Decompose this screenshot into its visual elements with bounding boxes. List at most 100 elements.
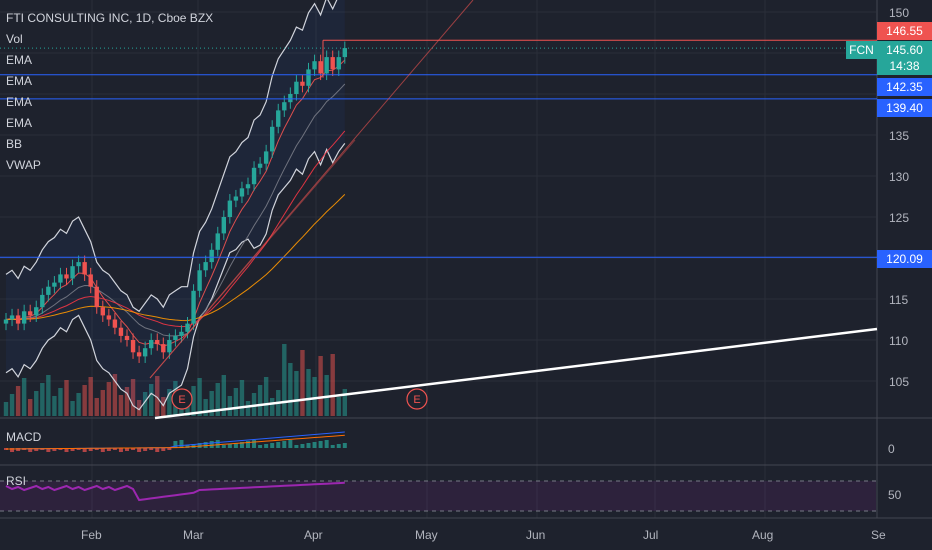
macd-histogram-bar (294, 445, 299, 448)
macd-histogram-bar (300, 444, 305, 448)
high-price-tag: 146.55 (877, 22, 932, 40)
candle-body (245, 184, 251, 189)
volume-bar (203, 399, 208, 416)
volume-bar (46, 375, 51, 416)
macd-histogram-bar (118, 448, 123, 452)
volume-bar (106, 382, 112, 416)
candle-body (58, 274, 63, 283)
volume-bar (324, 375, 329, 416)
candle-body (306, 69, 311, 86)
volume-bar (294, 371, 299, 416)
rsi-tick: 50 (888, 488, 902, 502)
macd-histogram-bar (312, 442, 317, 448)
volume-bar (245, 401, 251, 416)
volume-bar (288, 363, 293, 416)
earnings-marker-label: E (178, 394, 185, 406)
volume-bar (215, 383, 220, 416)
candle-body (227, 200, 233, 217)
macd-histogram-bar (149, 448, 154, 450)
legend-ema-3[interactable]: EMA (6, 95, 33, 109)
legend-ema-4[interactable]: EMA (6, 116, 33, 130)
candle-body (136, 352, 142, 357)
trend-lines[interactable] (149, 0, 878, 420)
volume-bar (70, 401, 75, 416)
bb-fill (6, 0, 345, 410)
volume-bar (52, 396, 57, 416)
legend-vwap[interactable]: VWAP (6, 158, 41, 172)
candle-body (336, 57, 341, 70)
macd-histogram-bar (252, 440, 257, 448)
candle-body (300, 81, 305, 86)
candle-body (142, 348, 148, 357)
macd-histogram-bar (318, 441, 323, 448)
fan-line (149, 139, 356, 379)
macd-histogram-bar (282, 441, 287, 448)
volume-bar (197, 378, 202, 416)
volume-bar (130, 379, 136, 416)
rsi-label[interactable]: RSI (6, 474, 27, 488)
volume-bar (257, 385, 263, 416)
volume-bar (15, 386, 21, 416)
macd-histogram-bar (155, 448, 160, 452)
volume-bar (282, 344, 287, 416)
candle-body (40, 294, 45, 308)
macd-histogram-bar (82, 448, 87, 452)
volume-bar (88, 377, 93, 416)
macd-histogram-bar (203, 442, 208, 448)
candle-body (215, 233, 220, 250)
macd-histogram-bar (100, 448, 105, 452)
symbol-title[interactable]: FTI CONSULTING INC, 1D, Cboe BZX (6, 11, 214, 25)
macd-histogram-bar (179, 440, 184, 448)
candle-body (239, 188, 245, 197)
rsi-line (5, 481, 345, 502)
bb-upper (5, 0, 338, 313)
volume-bar (239, 380, 245, 416)
candle-body (276, 110, 281, 127)
candle-body (9, 315, 15, 320)
price-tick: 125 (889, 211, 910, 225)
candle-body (294, 81, 299, 94)
legend-ema-1[interactable]: EMA (6, 53, 33, 67)
legend-vol[interactable]: Vol (6, 32, 23, 46)
volume-bar (40, 383, 45, 416)
macd-histogram-bar (330, 445, 335, 448)
macd-histogram-bar (167, 448, 172, 450)
macd-histogram-bar (106, 448, 111, 451)
volume-bar (330, 354, 335, 416)
volume-bar (251, 393, 257, 416)
candle-body (15, 315, 21, 324)
macd-histogram-bar (191, 444, 196, 448)
volume-bar (118, 395, 124, 416)
macd-pane (4, 431, 347, 452)
macd-histogram-bar (70, 448, 75, 451)
volume-bar (342, 389, 347, 416)
macd-histogram-bar (264, 444, 269, 448)
volume-bar (270, 398, 275, 416)
price-tick: 135 (889, 129, 910, 143)
legend-bb[interactable]: BB (6, 137, 23, 151)
price-tick: 115 (889, 293, 909, 307)
candle-body (46, 286, 51, 295)
candle-body (64, 274, 69, 279)
legend-ema-2[interactable]: EMA (6, 74, 33, 88)
earnings-marker (406, 388, 428, 410)
macd-histogram-bar (52, 448, 57, 451)
volume-bar (76, 393, 81, 416)
candle-body (251, 167, 257, 185)
macd-label[interactable]: MACD (6, 430, 42, 444)
level-tag: 142.35 (877, 78, 932, 96)
macd-histogram-bar (10, 448, 15, 452)
fan-line (149, 0, 474, 379)
candle-body (221, 217, 226, 234)
candle-body (197, 270, 202, 291)
candle-body (263, 151, 269, 164)
volume-bar (167, 389, 172, 416)
macd-histogram-bar (46, 448, 51, 452)
volume-bar (34, 391, 39, 416)
macd-histogram-bar (112, 448, 117, 450)
ema-line (5, 130, 346, 328)
price-tick: 110 (889, 334, 909, 348)
horizontal-levels[interactable] (0, 39, 877, 258)
